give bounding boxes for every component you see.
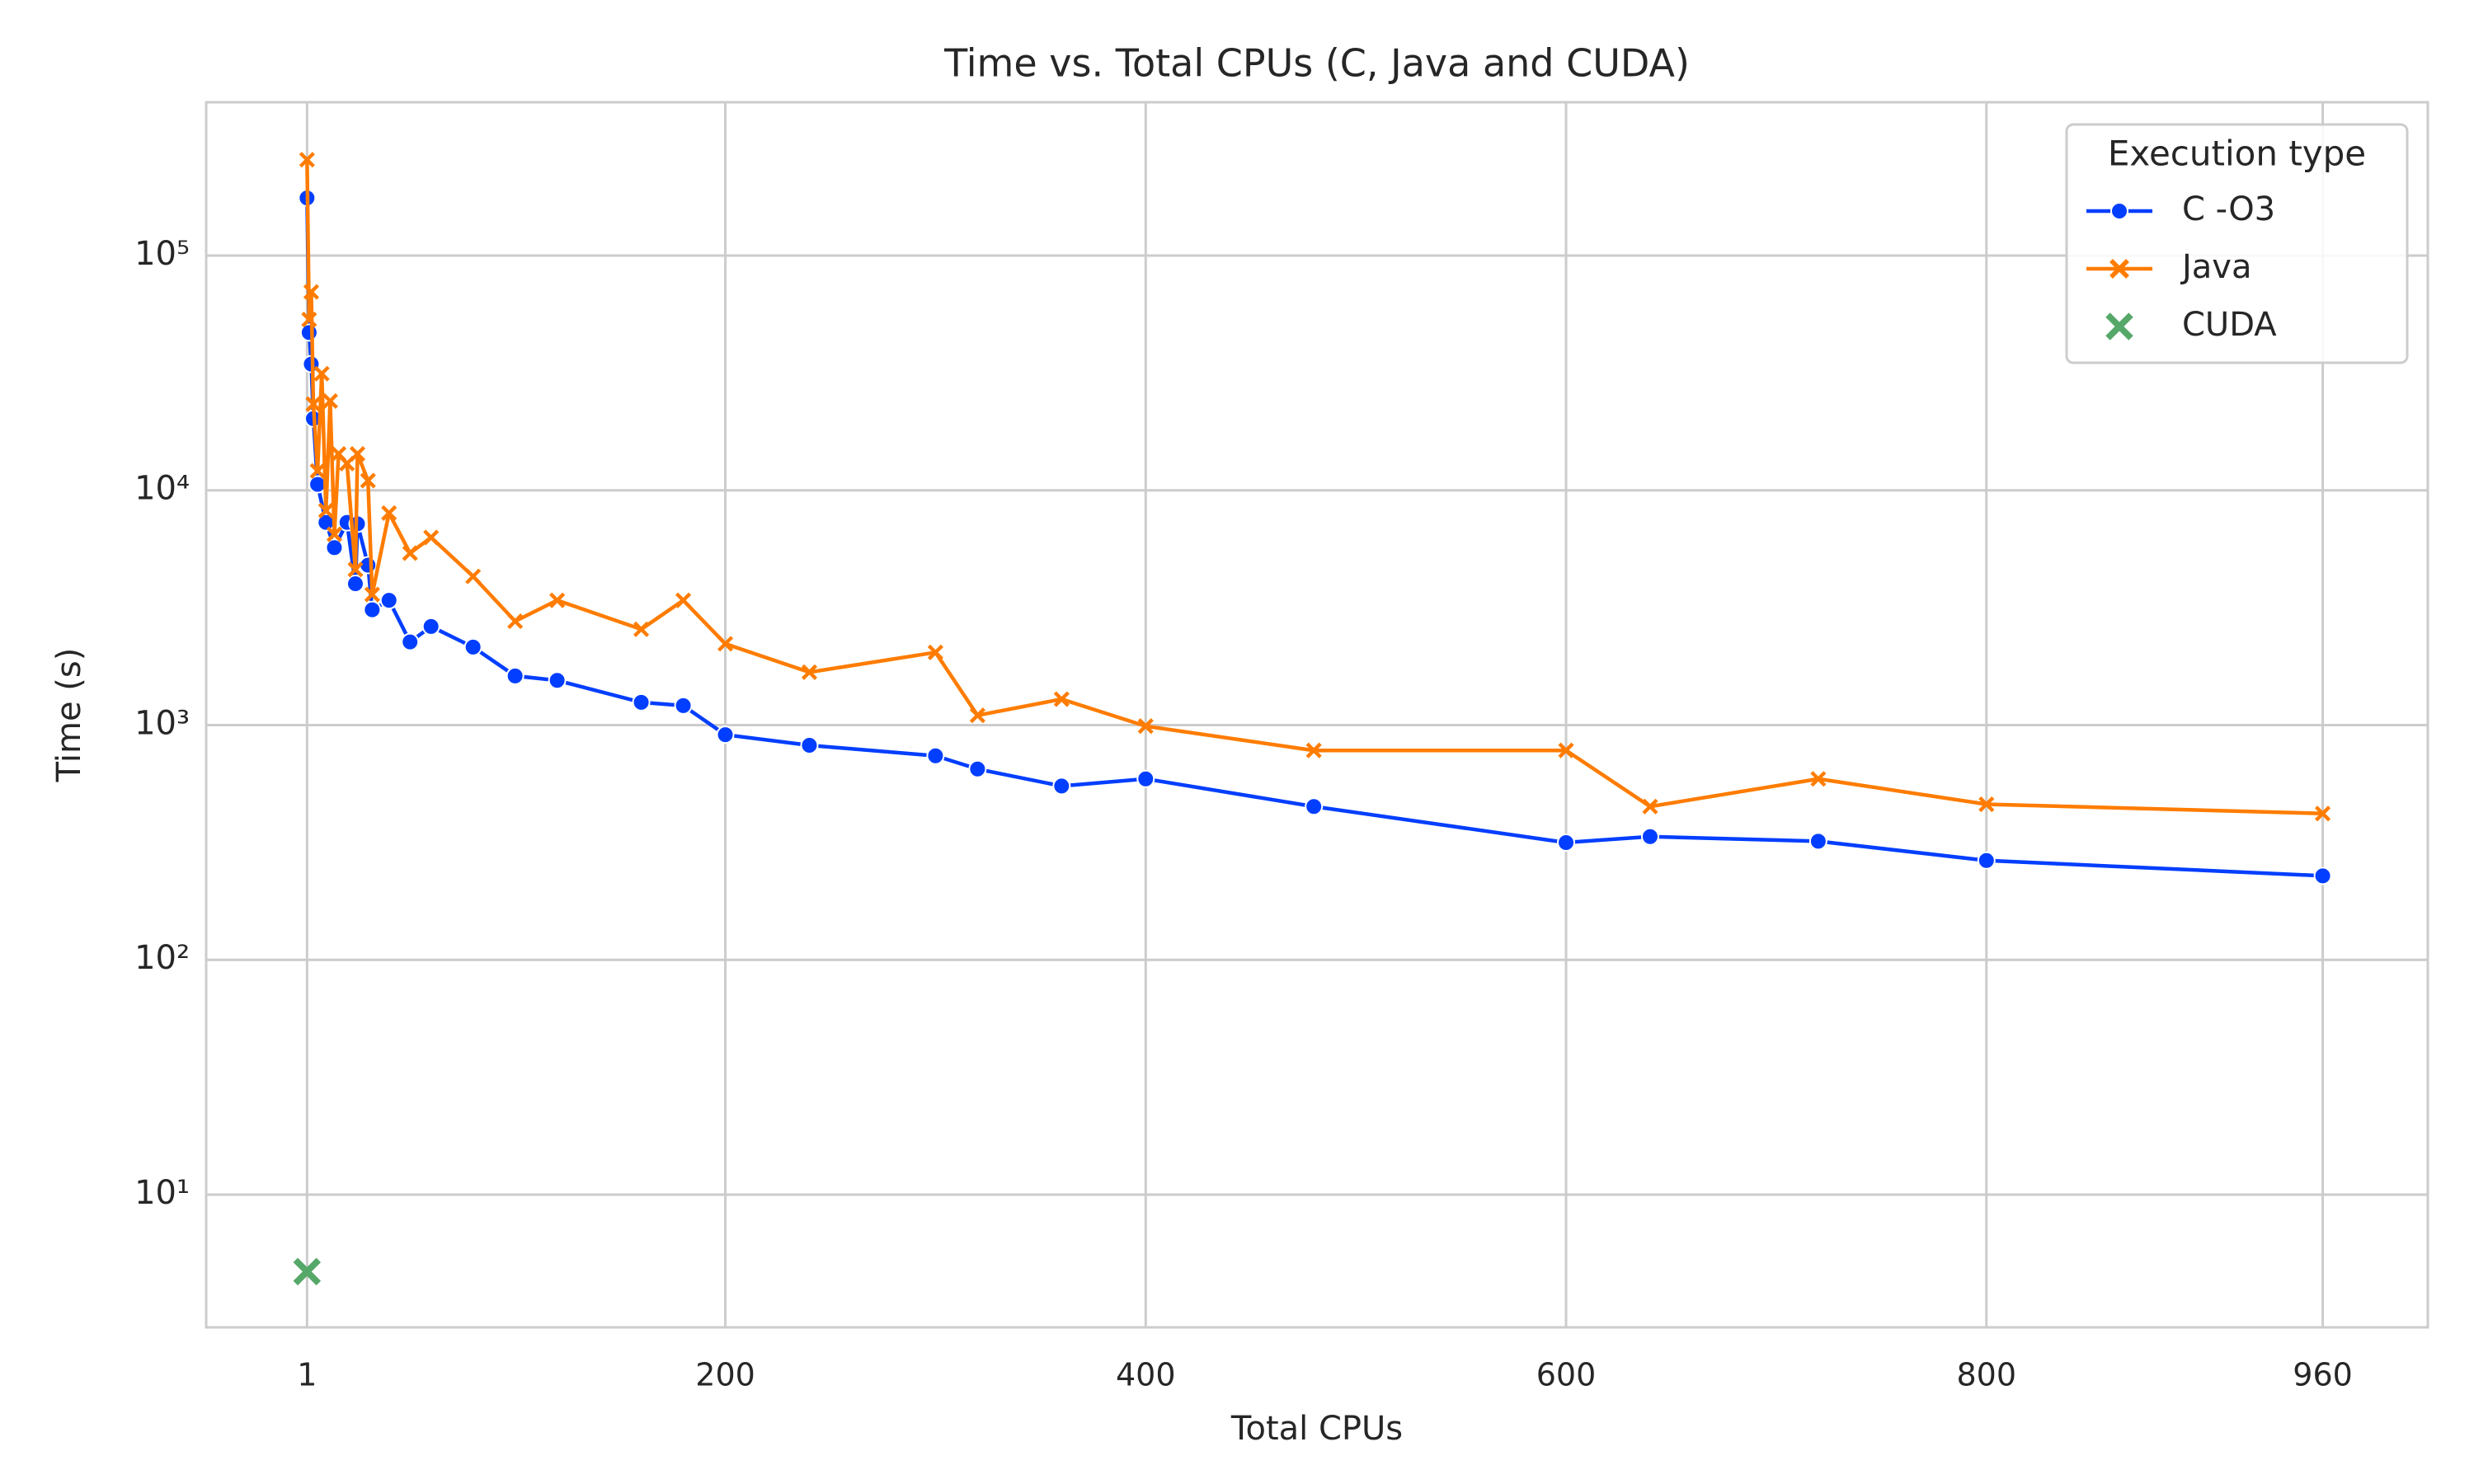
x-tick-label: 600 bbox=[1536, 1357, 1597, 1393]
marker bbox=[549, 592, 566, 608]
legend-label: CUDA bbox=[2182, 306, 2277, 344]
x-tick-label: 200 bbox=[695, 1357, 755, 1393]
x-tick-label: 1 bbox=[297, 1357, 317, 1393]
marker bbox=[1977, 851, 1996, 870]
plot-frame bbox=[205, 101, 2429, 1329]
marker bbox=[1640, 827, 1659, 846]
marker bbox=[423, 529, 440, 546]
y-tick-label: 10⁵ bbox=[134, 235, 190, 273]
marker bbox=[1136, 769, 1155, 788]
marker bbox=[303, 284, 319, 300]
y-axis-label: Time (s) bbox=[50, 648, 88, 783]
marker bbox=[1137, 718, 1154, 735]
marker bbox=[1808, 832, 1827, 851]
marker bbox=[2110, 202, 2128, 220]
marker bbox=[2105, 312, 2133, 340]
marker bbox=[1053, 691, 1070, 707]
marker bbox=[1978, 796, 1995, 813]
x-tick-label: 400 bbox=[1116, 1357, 1176, 1393]
x-tick-label: 800 bbox=[1957, 1357, 2017, 1393]
marker bbox=[633, 621, 650, 637]
marker bbox=[800, 736, 819, 755]
x-axis-label: Total CPUs bbox=[1230, 1410, 1403, 1448]
marker bbox=[506, 666, 524, 685]
legend-label: C -O3 bbox=[2182, 190, 2275, 228]
marker bbox=[305, 396, 322, 412]
marker bbox=[293, 1257, 322, 1286]
legend: Execution type C -O3 Java CUDA bbox=[2065, 123, 2409, 364]
marker bbox=[379, 591, 398, 610]
marker bbox=[301, 312, 317, 328]
marker bbox=[969, 707, 985, 724]
marker bbox=[401, 632, 420, 651]
marker bbox=[322, 392, 338, 410]
marker bbox=[548, 671, 567, 690]
marker bbox=[325, 538, 344, 557]
marker bbox=[717, 636, 734, 652]
marker bbox=[507, 613, 524, 630]
marker bbox=[2313, 866, 2332, 885]
marker bbox=[326, 526, 343, 542]
y-tick-label: 10³ bbox=[134, 704, 190, 742]
marker bbox=[1557, 833, 1576, 852]
marker bbox=[674, 696, 693, 715]
x-tick-label: 960 bbox=[2293, 1357, 2353, 1393]
marker bbox=[1558, 742, 1574, 758]
marker bbox=[1810, 771, 1827, 787]
legend-title: Execution type bbox=[2108, 134, 2366, 174]
marker bbox=[349, 445, 366, 463]
marker bbox=[1642, 798, 1658, 815]
y-tick-label: 10¹ bbox=[134, 1174, 190, 1212]
marker bbox=[364, 586, 380, 603]
y-tick-label: 10⁴ bbox=[134, 470, 190, 508]
marker bbox=[465, 568, 482, 585]
marker bbox=[927, 644, 943, 660]
legend-frame bbox=[2065, 123, 2409, 364]
marker bbox=[299, 152, 315, 168]
marker bbox=[716, 726, 735, 744]
marker bbox=[309, 463, 326, 479]
marker bbox=[402, 545, 418, 561]
marker bbox=[421, 617, 440, 636]
marker bbox=[347, 561, 364, 578]
y-tick-label: 10² bbox=[134, 939, 190, 977]
marker bbox=[632, 693, 651, 711]
marker bbox=[1052, 777, 1071, 796]
marker bbox=[363, 600, 382, 619]
legend-label: Java bbox=[2180, 248, 2252, 286]
marker bbox=[2315, 805, 2331, 822]
marker bbox=[381, 505, 397, 521]
marker bbox=[2109, 259, 2129, 279]
marker bbox=[346, 575, 365, 594]
marker bbox=[317, 502, 334, 519]
marker bbox=[675, 592, 692, 608]
chart-title: Time vs. Total CPUs (C, Java and CUDA) bbox=[943, 41, 1690, 86]
marker bbox=[463, 637, 482, 656]
marker bbox=[801, 664, 818, 680]
marker bbox=[360, 472, 376, 489]
marker bbox=[926, 746, 945, 765]
marker bbox=[1305, 742, 1322, 758]
marker bbox=[313, 365, 330, 382]
marker bbox=[968, 759, 987, 778]
marker bbox=[1305, 797, 1324, 816]
